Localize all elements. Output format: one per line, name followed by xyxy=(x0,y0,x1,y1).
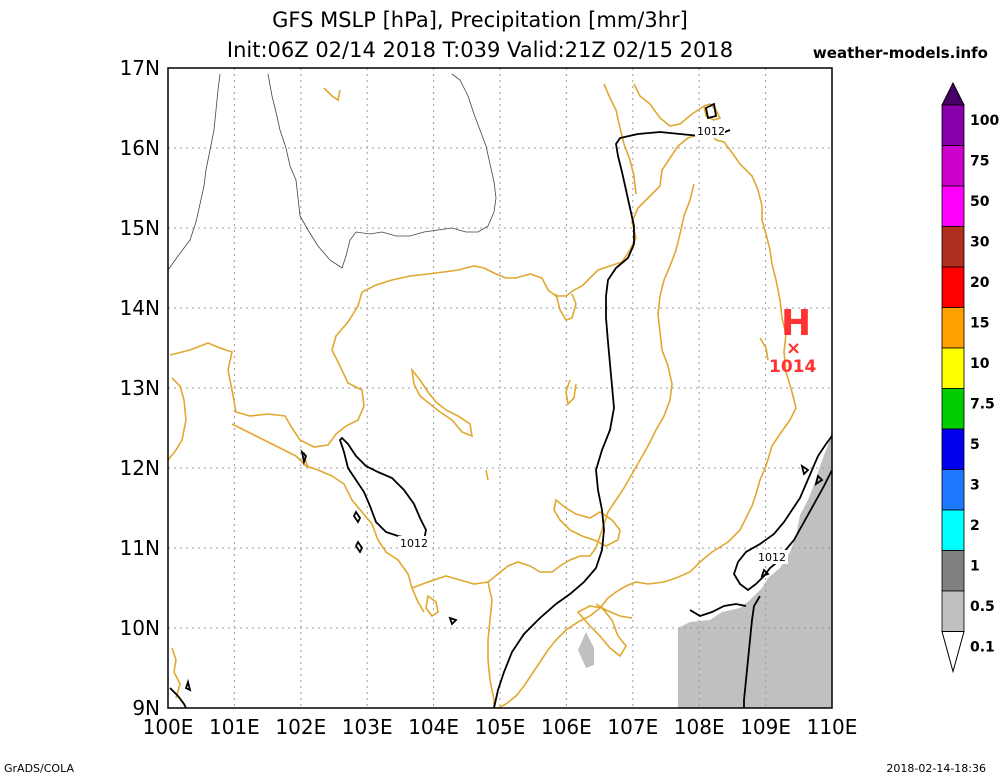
lon-label: 101E xyxy=(209,715,260,739)
colorbar-label: 30 xyxy=(970,235,990,251)
colorbar-swatch xyxy=(941,509,965,551)
lat-label: 14N xyxy=(120,296,160,320)
site-name: weather-models.info xyxy=(812,44,988,62)
precip-shading-small xyxy=(578,632,594,668)
precip-colorbar: 100 75 50 30 20 15 10 7.5 5 3 2 1 0.5 0.1 xyxy=(941,81,999,674)
latitude-labels: 9N 10N 11N 12N 13N 14N 15N 16N 17N xyxy=(120,56,160,720)
colorbar-swatch xyxy=(941,550,965,592)
contour-labels: 1012 1012 1012 xyxy=(398,124,788,564)
map-frame xyxy=(167,67,833,709)
lon-label: 105E xyxy=(475,715,526,739)
lat-label: 12N xyxy=(120,456,160,480)
lon-label: 102E xyxy=(275,715,326,739)
colorbar-swatch xyxy=(941,266,965,308)
longitude-labels: 100E 101E 102E 103E 104E 105E 106E 107E 108E 109E… xyxy=(143,715,858,739)
colorbar-label: 0.5 xyxy=(970,599,995,615)
lon-label: 110E xyxy=(807,715,858,739)
lat-label: 10N xyxy=(120,616,160,640)
lon-label: 107E xyxy=(607,715,658,739)
lat-label: 16N xyxy=(120,136,160,160)
colorbar-label: 5 xyxy=(970,437,980,453)
colorbar-label: 1 xyxy=(970,559,980,575)
colorbar-label: 15 xyxy=(970,316,989,332)
colorbar-swatch xyxy=(941,145,965,187)
lon-label: 103E xyxy=(342,715,393,739)
colorbar-label: 75 xyxy=(970,154,989,170)
map-title-line2: Init:06Z 02/14 2018 T:039 Valid:21Z 02/1… xyxy=(226,38,734,62)
lon-label: 100E xyxy=(143,715,194,739)
colorbar-label: 10 xyxy=(970,356,990,372)
lat-label: 13N xyxy=(120,376,160,400)
contour-label-b: 1012 xyxy=(400,537,428,550)
colorbar-label: 3 xyxy=(970,478,980,494)
lat-label: 15N xyxy=(120,216,160,240)
lon-label: 104E xyxy=(408,715,459,739)
high-symbol: H xyxy=(781,303,811,344)
colorbar-swatch xyxy=(941,347,965,389)
precip-shading xyxy=(678,430,832,708)
colorbar-top-arrow xyxy=(941,81,965,106)
lat-label: 9N xyxy=(132,696,160,720)
footer-credit: GrADS/COLA xyxy=(4,762,74,775)
lon-label: 109E xyxy=(740,715,791,739)
colorbar-label: 0.1 xyxy=(970,640,995,656)
high-pressure-center: H × 1014 xyxy=(769,303,816,377)
colorbar-label: 20 xyxy=(970,275,990,291)
colorbar-swatch xyxy=(941,104,965,146)
colorbar-swatch xyxy=(941,388,965,430)
colorbar-bottom-arrow xyxy=(941,631,965,674)
colorbar-label: 100 xyxy=(970,113,999,129)
lat-label: 11N xyxy=(120,536,160,560)
lon-label: 106E xyxy=(541,715,592,739)
colorbar-swatch xyxy=(941,226,965,268)
colorbar-label: 7.5 xyxy=(970,397,995,413)
map-grid xyxy=(168,68,832,708)
colorbar-swatch xyxy=(941,590,965,632)
colorbar-label: 2 xyxy=(970,518,980,534)
footer-timestamp: 2018-02-14-18:36 xyxy=(886,762,986,775)
colorbar-label: 50 xyxy=(970,194,990,210)
lat-label: 17N xyxy=(120,56,160,80)
coastline xyxy=(167,83,797,709)
map-title-line1: GFS MSLP [hPa], Precipitation [mm/3hr] xyxy=(272,8,688,32)
thin-boundaries xyxy=(167,73,497,271)
high-value: 1014 xyxy=(769,357,816,377)
colorbar-swatch xyxy=(941,185,965,227)
pressure-contours xyxy=(169,102,833,709)
colorbar-swatch xyxy=(941,469,965,511)
colorbar-swatch xyxy=(941,307,965,349)
contour-label-c: 1012 xyxy=(758,551,786,564)
contour-label-a: 1012 xyxy=(697,125,725,138)
lon-label: 108E xyxy=(674,715,725,739)
colorbar-swatch xyxy=(941,428,965,470)
high-marker-icon: × xyxy=(786,338,801,359)
